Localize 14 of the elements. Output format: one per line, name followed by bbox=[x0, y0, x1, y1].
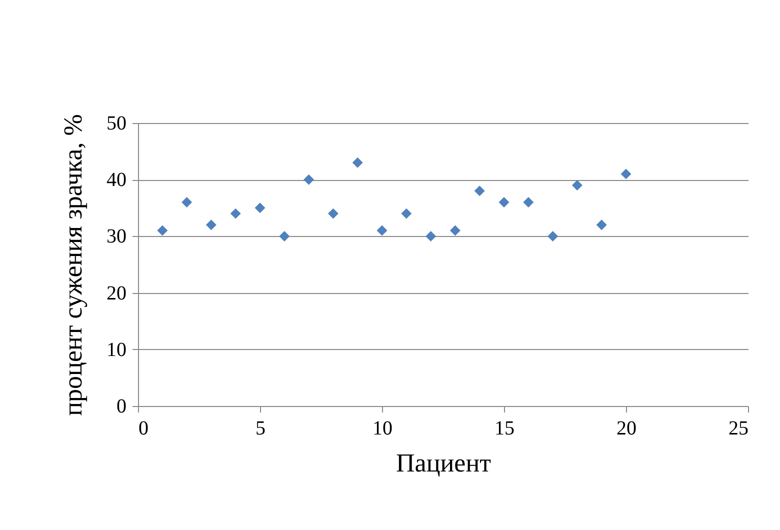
x-tick-label: 0 bbox=[138, 418, 148, 440]
x-tick-label: 25 bbox=[728, 418, 748, 440]
x-tick-label: 5 bbox=[256, 418, 266, 440]
x-tick-label: 10 bbox=[372, 418, 392, 440]
y-axis-title: процент сужения зрачка, % bbox=[58, 114, 88, 416]
x-axis-title: Пациент bbox=[396, 448, 491, 478]
y-tick-label: 0 bbox=[116, 396, 126, 418]
y-tick-label: 20 bbox=[106, 282, 126, 304]
x-tick-label: 20 bbox=[616, 418, 636, 440]
y-tick-label: 10 bbox=[106, 338, 126, 361]
x-tick-label: 15 bbox=[494, 418, 514, 440]
y-tick-label: 40 bbox=[106, 169, 126, 192]
y-tick-label: 30 bbox=[106, 226, 126, 248]
y-tick-label: 50 bbox=[106, 112, 126, 134]
